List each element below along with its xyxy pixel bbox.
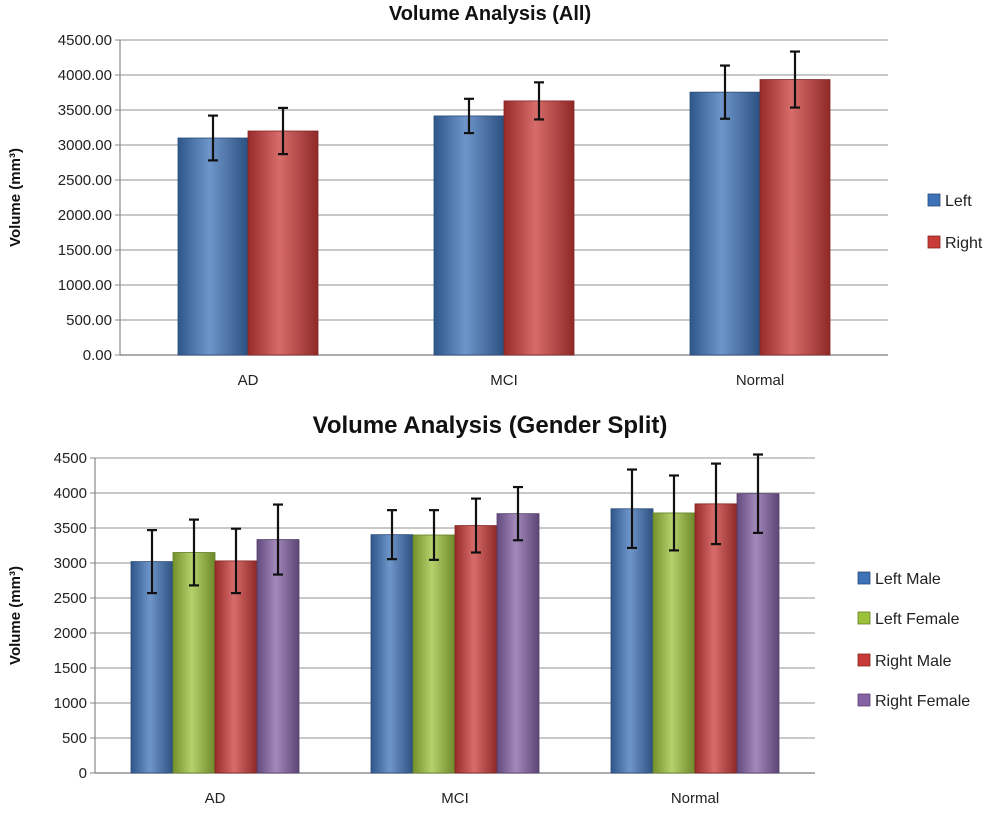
error-bar-right-female-normal (753, 453, 763, 535)
x-tick-label: Normal (671, 790, 719, 807)
error-bar-right-mci (534, 81, 544, 121)
legend-item-right-male: Right Male (857, 653, 952, 670)
x-tick-label: AD (205, 790, 226, 807)
error-bar-right-ad (278, 106, 288, 156)
error-bar-left-mci (464, 97, 474, 135)
error-bar-left-male-mci (387, 509, 397, 561)
x-tick-label: MCI (490, 372, 518, 389)
error-bar-right-female-mci (513, 485, 523, 542)
bar-left-male-mci (370, 534, 414, 774)
x-tick-label: MCI (441, 790, 469, 807)
y-tick-label: 0 (79, 765, 87, 782)
bar-right-male-ad (214, 560, 258, 774)
bar-left-ad (177, 137, 249, 356)
error-bar-left-normal (720, 64, 730, 120)
y-tick-label: 2000 (54, 625, 87, 642)
y-tick-label: 3500.00 (58, 102, 112, 119)
bar-right-male-normal (694, 503, 738, 774)
bar-right-normal (759, 79, 831, 356)
legend-item-right-female: Right Female (857, 693, 970, 710)
legend-swatch (857, 611, 871, 625)
y-axis-label: Volume (mm³) (7, 148, 24, 247)
y-tick-label: 4500.00 (58, 32, 112, 49)
y-axis-ticks: 0 500 1000 1500 2000 2500 3000 3500 4000 4500 (54, 450, 95, 782)
error-bar-right-normal (790, 50, 800, 109)
legend-swatch (857, 571, 871, 585)
error-bar-left-female-normal (669, 474, 679, 552)
y-tick-label: 1000.00 (58, 277, 112, 294)
y-tick-label: 500.00 (66, 312, 112, 329)
x-tick-label: AD (238, 372, 259, 389)
error-bar-left-male-ad (147, 528, 157, 595)
x-tick-label: Normal (736, 372, 784, 389)
legend-swatch (857, 693, 871, 707)
legend-swatch (927, 193, 941, 207)
legend: Left Right (927, 193, 983, 252)
legend-item-left-female: Left Female (857, 611, 960, 628)
bar-left-female-normal (652, 512, 696, 774)
y-tick-label: 2500.00 (58, 172, 112, 189)
y-tick-label: 2000.00 (58, 207, 112, 224)
y-tick-label: 0.00 (83, 347, 112, 364)
legend-label: Right Male (875, 653, 952, 670)
bar-left-female-mci (412, 534, 456, 774)
legend-swatch (857, 653, 871, 667)
legend-label: Left Male (875, 571, 941, 588)
error-bar-right-male-ad (231, 527, 241, 595)
error-bars (147, 453, 763, 595)
y-tick-label: 1500 (54, 660, 87, 677)
legend-label: Right (945, 235, 983, 252)
legend: Left Male Left Female Right Male Right Fema… (857, 571, 970, 710)
chart-volume-gender-split: Volume Analysis (Gender Split) 0 500 1000 15… (7, 412, 970, 807)
legend-label: Left (945, 193, 972, 210)
y-tick-label: 2500 (54, 590, 87, 607)
chart-title: Volume Analysis (All) (389, 3, 591, 25)
y-tick-label: 3000.00 (58, 137, 112, 154)
bar-right-male-mci (454, 525, 498, 774)
bar-right-female-normal (736, 493, 780, 774)
chart-title: Volume Analysis (Gender Split) (313, 412, 668, 439)
bars (177, 79, 831, 356)
error-bar-left-ad (208, 114, 218, 162)
legend-item-left: Left (927, 193, 972, 210)
legend-label: Left Female (875, 611, 960, 628)
error-bar-right-male-normal (711, 462, 721, 546)
x-axis-ticks: AD MCI Normal (238, 372, 785, 389)
legend-item-right: Right (927, 235, 983, 252)
bar-right-mci (503, 100, 575, 356)
y-axis-label: Volume (mm³) (7, 566, 24, 665)
bar-right-ad (247, 130, 319, 356)
y-axis-ticks: 0.00 500.00 1000.00 1500.00 2000.00 2500.00 30… (58, 32, 120, 364)
x-axis-ticks: AD MCI Normal (205, 790, 720, 807)
bar-right-female-mci (496, 513, 540, 774)
bar-left-normal (689, 91, 761, 356)
y-tick-label: 1000 (54, 695, 87, 712)
bars (130, 493, 780, 774)
legend-label: Right Female (875, 693, 970, 710)
error-bar-right-male-mci (471, 497, 481, 554)
y-tick-label: 4000 (54, 485, 87, 502)
bar-left-mci (433, 115, 505, 356)
error-bar-right-female-ad (273, 503, 283, 576)
legend-swatch (927, 235, 941, 249)
chart-volume-all: Volume Analysis (All) 0.00 500.00 1000.00 15… (7, 3, 983, 389)
bar-left-male-ad (130, 561, 174, 774)
error-bar-left-female-ad (189, 518, 199, 587)
y-tick-label: 1500.00 (58, 242, 112, 259)
y-tick-label: 3000 (54, 555, 87, 572)
y-tick-label: 4500 (54, 450, 87, 467)
legend-item-left-male: Left Male (857, 571, 941, 588)
error-bar-left-female-mci (429, 509, 439, 561)
error-bars (208, 50, 800, 162)
error-bar-left-male-normal (627, 468, 637, 550)
y-tick-label: 500 (62, 730, 87, 747)
y-tick-label: 4000.00 (58, 67, 112, 84)
y-tick-label: 3500 (54, 520, 87, 537)
